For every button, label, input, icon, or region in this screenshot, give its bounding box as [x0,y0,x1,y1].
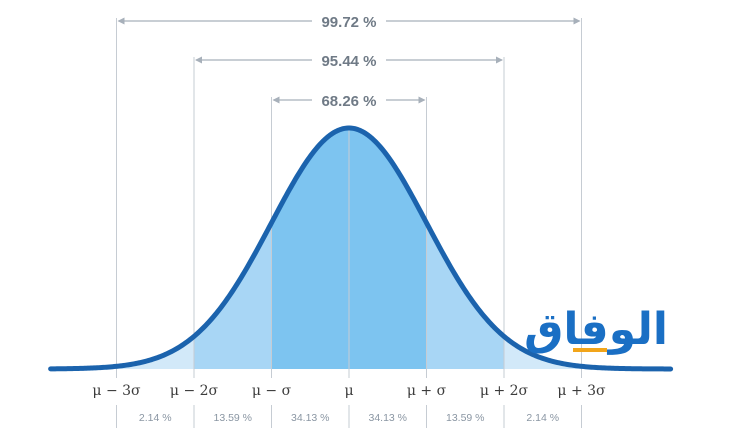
watermark-underline [573,348,607,352]
segment-percent-label: 34.13 % [368,412,407,424]
segment-percent-label: 13.59 % [213,412,252,424]
range-brackets: 99.72 % 95.44 % 68.26 % [117,9,581,110]
range-label: 68.26 % [321,93,376,110]
segment-percent-label: 34.13 % [291,412,330,424]
area-segment-3 [349,128,427,369]
tick-label: μ [344,383,353,399]
range-arrow-right [573,17,581,25]
range-arrow-left [272,96,280,104]
range-label: 95.44 % [321,53,376,70]
tick-label: μ − 2σ [170,383,219,399]
tick-labels: μ − 3σ μ − 2σ μ − σ μ μ + σ μ + 2σ μ + 3σ [92,383,606,399]
area-segment-5 [504,336,582,369]
range-label-bg [312,48,386,70]
range-arrow-left [117,17,125,25]
range-arrow-right [418,96,426,104]
segment-percent-label: 13.59 % [446,412,485,424]
normal-curve [48,125,674,372]
watermark-logo: الوفاق [524,304,668,355]
area-segment-0 [116,336,194,369]
range-label: 99.72 % [321,14,376,31]
tick-label: μ + 3σ [557,383,606,399]
segment-percent-label: 2.14 % [139,412,172,424]
tick-label: μ − 3σ [92,383,141,399]
segment-percent-labels: 2.14 % 13.59 % 34.13 % 34.13 % 13.59 % 2.14 % [139,412,559,424]
segment-percent-label: 2.14 % [526,412,559,424]
watermark-text: الوفاق [524,304,668,355]
guide-lines [116,18,582,428]
tick-label: μ − σ [252,383,292,399]
curve-layer [48,125,674,372]
range-label-bg [312,88,386,110]
range-arrow-right [496,56,503,64]
area-segment-2 [271,128,349,369]
tick-label: μ + σ [407,383,447,399]
tick-label: μ + 2σ [480,383,529,399]
range-arrow-left [195,56,202,64]
range-label-bg [312,9,386,31]
